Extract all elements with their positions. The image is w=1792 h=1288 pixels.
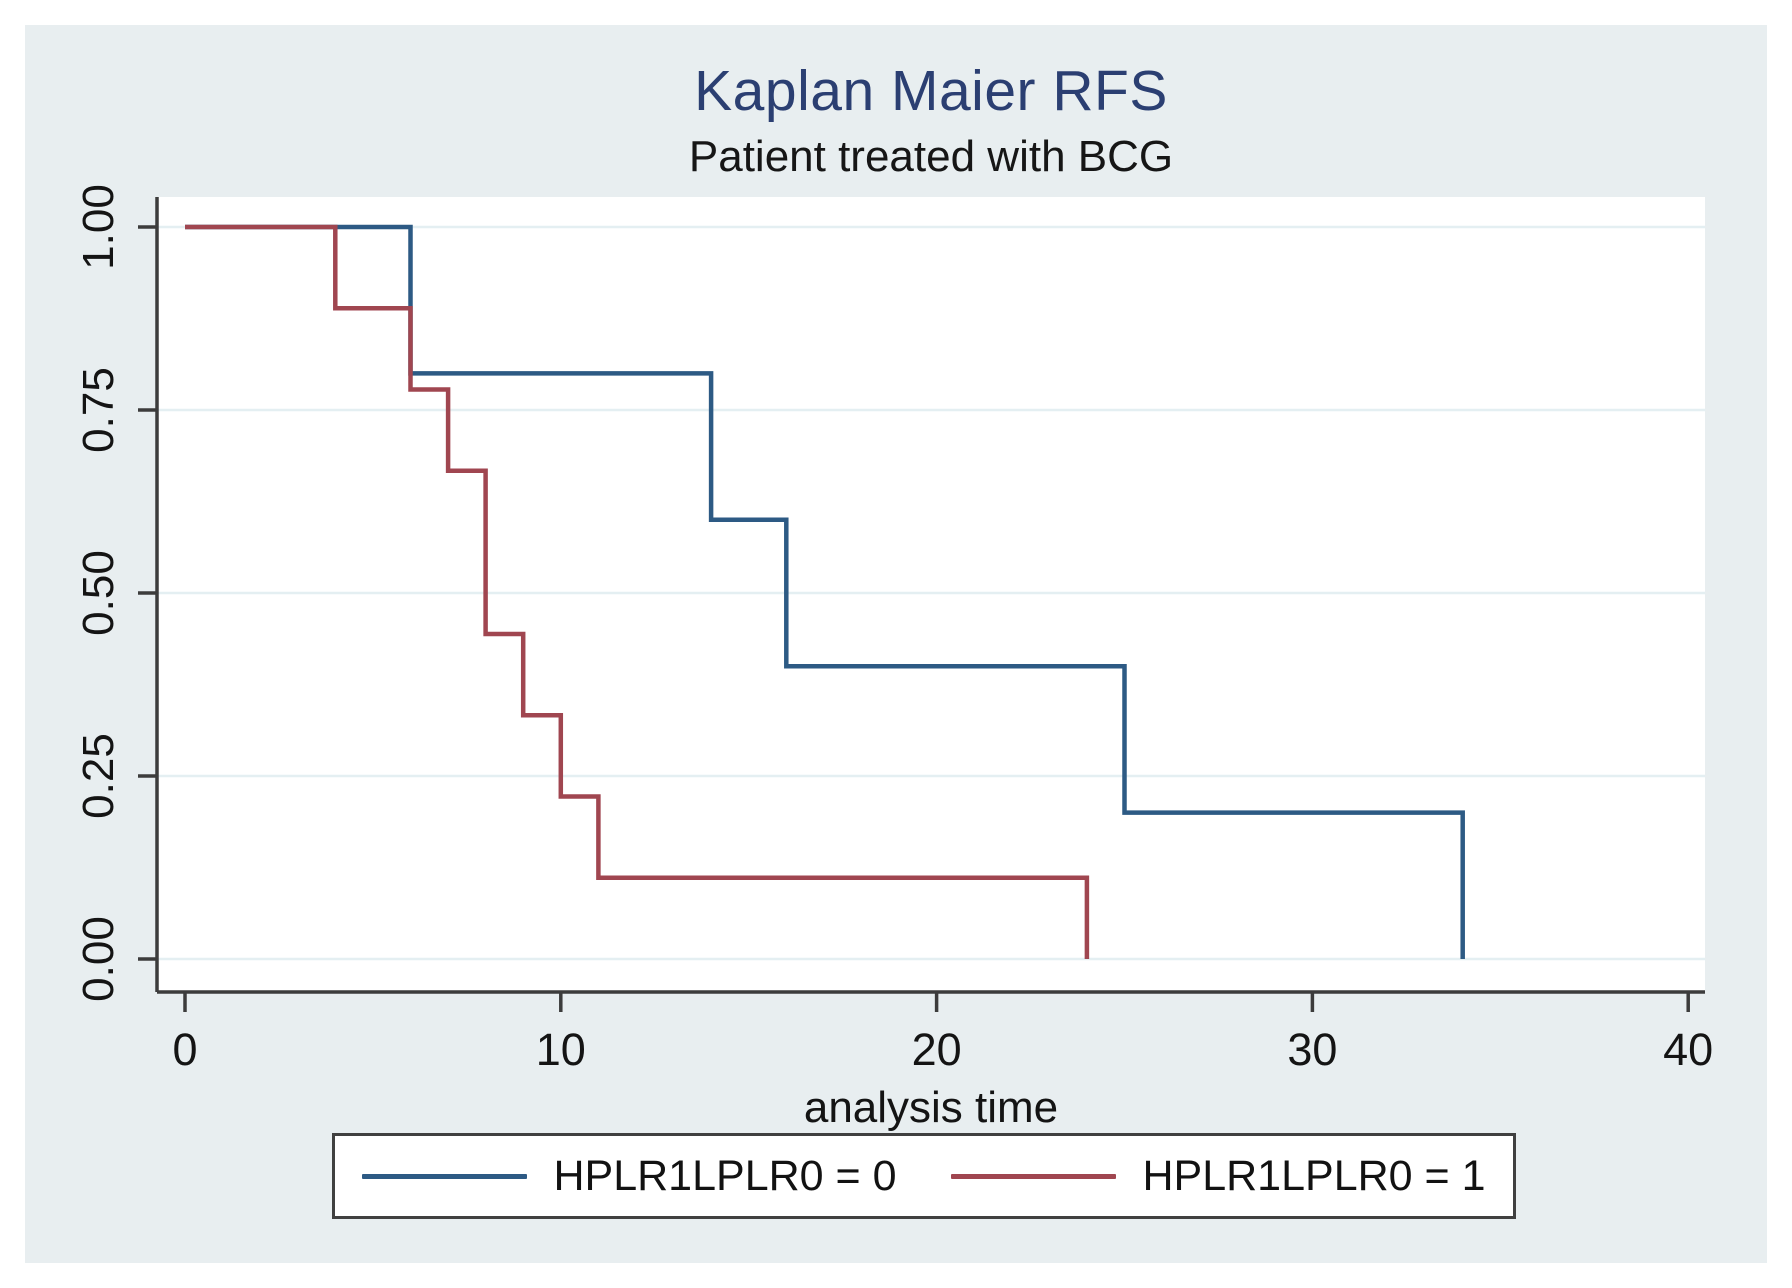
x-tick-label: 0 (172, 1024, 197, 1075)
legend-label: HPLR1LPLR0 = 1 (1142, 1151, 1486, 1200)
x-tick-label: 30 (1287, 1024, 1337, 1075)
y-tick-label: 0.00 (74, 916, 123, 1002)
legend: HPLR1LPLR0 = 0 HPLR1LPLR0 = 1 (332, 1133, 1516, 1219)
legend-swatch-blue-line (362, 1173, 528, 1179)
legend-label: HPLR1LPLR0 = 0 (553, 1151, 897, 1200)
chart-title: Kaplan Maier RFS (694, 59, 1168, 123)
y-tick-label: 1.00 (74, 184, 123, 270)
x-tick-label: 20 (912, 1024, 962, 1075)
red-series-step-line (185, 224, 1090, 959)
legend-swatch-red-line (951, 1173, 1117, 1179)
legend-item-group0: HPLR1LPLR0 = 0 (335, 1136, 924, 1216)
plot-area (157, 197, 1705, 992)
x-tick-label: 10 (536, 1024, 586, 1075)
chart-subtitle: Patient treated with BCG (688, 132, 1174, 181)
legend-item-group1: HPLR1LPLR0 = 1 (924, 1136, 1513, 1216)
y-tick-label: 0.25 (74, 733, 123, 819)
x-axis-title: analysis time (804, 1083, 1058, 1132)
y-tick-label: 0.50 (74, 550, 123, 636)
x-tick-label: 40 (1663, 1024, 1713, 1075)
y-tick-label: 0.75 (74, 367, 123, 453)
